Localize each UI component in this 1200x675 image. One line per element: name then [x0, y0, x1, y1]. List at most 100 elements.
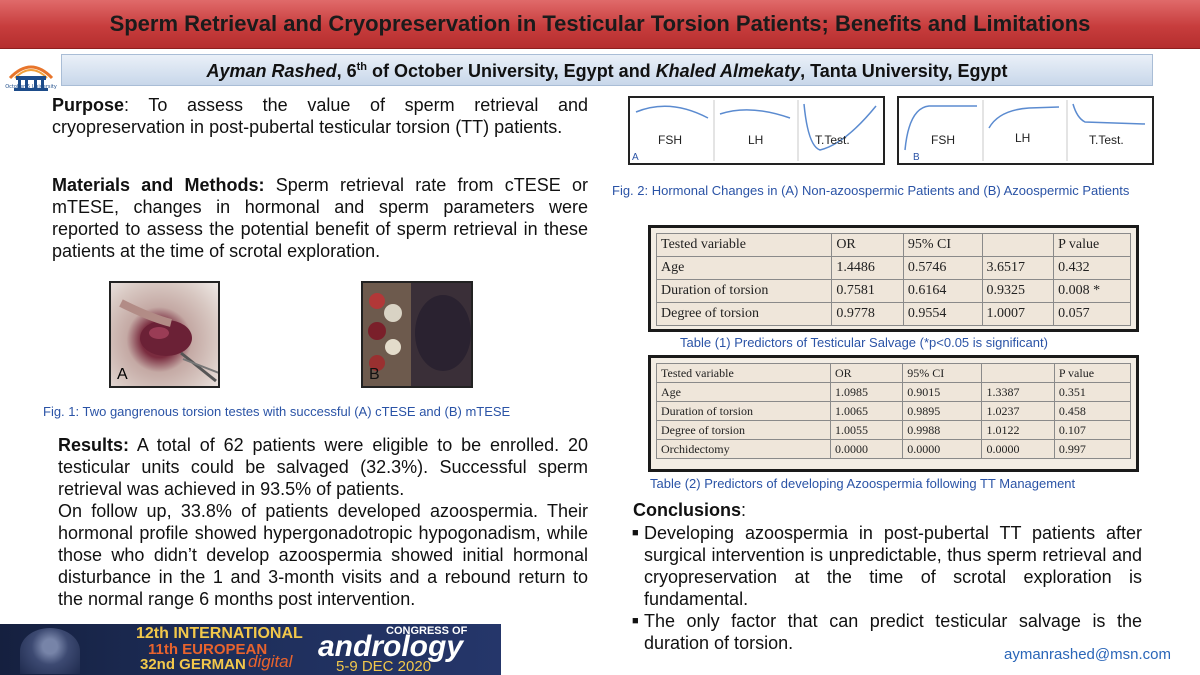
table-cell: Degree of torsion: [655, 302, 833, 326]
table2: Tested variable OR 95% CI P value Age 1.…: [656, 363, 1132, 459]
author-bar: Ayman Rashed, 6th of October University,…: [61, 54, 1153, 86]
table-cell: Degree of torsion: [656, 420, 831, 440]
table-cell: 0.7581: [831, 279, 904, 303]
results-followup: On follow up, 33.8% of patients develope…: [58, 501, 588, 609]
figure2-panel-b: FSH LH T.Test. B: [897, 96, 1154, 165]
table-cell: 1.0055: [829, 420, 904, 440]
table-header-cell: P value: [1053, 233, 1131, 257]
table-cell: 0.057: [1053, 302, 1131, 326]
table-row: Age 1.4486 0.5746 3.6517 0.432: [655, 256, 1131, 280]
table-cell: 0.9015: [902, 382, 983, 402]
table-cell: 1.0065: [829, 401, 904, 421]
affiliation-1-post: of October University, Egypt and: [366, 61, 656, 81]
table-cell: 0.9778: [831, 302, 904, 326]
table-cell: 3.6517: [981, 256, 1055, 280]
table-header-cell: 95% CI: [902, 233, 983, 257]
ttest-curve-a: [803, 103, 877, 151]
chart-a-lh-label: LH: [748, 133, 763, 147]
fsh-curve-b: [904, 105, 977, 151]
figure1-label-a: A: [117, 366, 128, 383]
figure2-caption: Fig. 2: Hormonal Changes in (A) Non-azoo…: [612, 183, 1130, 198]
author-1: Ayman Rashed: [206, 61, 337, 81]
table-header-row: Tested variable OR 95% CI P value: [656, 363, 1132, 383]
banner-congress-of: CONGRESS OF: [386, 625, 468, 637]
table-cell: Duration of torsion: [655, 279, 833, 303]
hormone-chart-a: FSH LH T.Test. A: [632, 100, 877, 163]
table-header-cell: Tested variable: [656, 363, 831, 383]
table-cell: 0.458: [1053, 401, 1132, 421]
methods-text: Sperm retrieval rate from cTESE or mTESE…: [52, 175, 589, 261]
table1-caption: Table (1) Predictors of Testicular Salva…: [680, 335, 1048, 350]
methods-heading: Materials and Methods:: [52, 175, 265, 195]
table-cell: 1.0122: [981, 420, 1055, 440]
fsh-curve-a: [635, 105, 709, 119]
banner-line-1: 12th INTERNATIONAL: [136, 625, 303, 642]
table-row: Age 1.0985 0.9015 1.3387 0.351: [656, 382, 1132, 402]
chart-b-lh-label: LH: [1015, 131, 1030, 145]
table-cell: 1.0007: [981, 302, 1055, 326]
table-cell: 0.0000: [981, 439, 1055, 459]
university-logo-icon: [8, 65, 54, 91]
table-cell: 1.4486: [831, 256, 904, 280]
banner-line-2: 11th EUROPEAN: [148, 641, 268, 658]
table1: Tested variable OR 95% CI P value Age 1.…: [655, 233, 1131, 326]
table-header-cell: OR: [831, 233, 904, 257]
purpose-section: Purpose: To assess the value of sperm re…: [52, 94, 588, 138]
author-line: Ayman Rashed, 6th of October University,…: [62, 61, 1152, 82]
table-header-cell: [981, 233, 1055, 257]
table-cell: 0.351: [1053, 382, 1132, 402]
lh-curve-a: [719, 109, 791, 119]
figure1-caption: Fig. 1: Two gangrenous torsion testes wi…: [43, 404, 511, 419]
lh-curve-b: [988, 106, 1060, 129]
affiliation-2: , Tanta University, Egypt: [800, 61, 1008, 81]
table-cell: Age: [656, 382, 831, 402]
conclusions-heading: Conclusions:: [633, 500, 746, 521]
affiliation-1-pre: , 6: [336, 61, 357, 81]
bullet-square-icon: ■: [632, 615, 639, 627]
bullet-square-icon: ■: [632, 527, 639, 539]
table-cell: 0.008 *: [1053, 279, 1131, 303]
table-cell: 1.3387: [981, 382, 1055, 402]
affiliation-1-sup: th: [356, 61, 367, 73]
conclusions-heading-text: Conclusions: [633, 500, 742, 520]
table-cell: 0.5746: [902, 256, 983, 280]
figure1-photo-a: A: [109, 281, 220, 388]
contact-email[interactable]: aymanrashed@msn.com: [1004, 646, 1171, 663]
figure1-photo-b: B: [361, 281, 473, 388]
table-header-cell: 95% CI: [902, 363, 983, 383]
banner-dates: 5-9 DEC 2020: [336, 658, 432, 675]
table-cell: 1.0237: [981, 401, 1055, 421]
table-cell: 0.9895: [902, 401, 983, 421]
chart-a-ttest-label: T.Test.: [815, 133, 850, 147]
table-header-row: Tested variable OR 95% CI P value: [655, 233, 1131, 257]
methods-section: Materials and Methods: Sperm retrieval r…: [52, 174, 588, 262]
table-cell: 0.0000: [829, 439, 904, 459]
author-2: Khaled Almekaty: [655, 61, 801, 81]
purpose-text: : To assess the value of sperm retrieval…: [52, 95, 588, 137]
surgical-photo-a-icon: [119, 299, 218, 383]
table-cell: Age: [655, 256, 833, 280]
conclusion-item-1: Developing azoospermia in post-pubertal …: [644, 523, 1142, 609]
vitruvian-figure-icon: [20, 628, 80, 674]
table-row: Degree of torsion 0.9778 0.9554 1.0007 0…: [655, 302, 1131, 326]
banner-line-3: 32nd GERMAN: [140, 656, 246, 673]
table-cell: 0.107: [1053, 420, 1132, 440]
chart-a-fsh-label: FSH: [658, 133, 682, 147]
table-cell: 0.9325: [981, 279, 1055, 303]
table-cell: Duration of torsion: [656, 401, 831, 421]
title-bar: Sperm Retrieval and Cryopreservation in …: [0, 0, 1200, 49]
surgical-photo-b-icon: [363, 283, 471, 386]
ttest-curve-b: [1072, 103, 1146, 125]
results-text-1: A total of 62 patients were eligible to …: [58, 435, 588, 499]
congress-banner: 12th INTERNATIONAL 11th EUROPEAN 32nd GE…: [0, 624, 501, 675]
chart-b-ttest-label: T.Test.: [1089, 133, 1124, 147]
table-header-cell: OR: [829, 363, 904, 383]
table2-frame: Tested variable OR 95% CI P value Age 1.…: [648, 355, 1139, 472]
table-cell: Orchidectomy: [656, 439, 831, 459]
table-cell: 0.0000: [902, 439, 983, 459]
figure2-panel-a: FSH LH T.Test. A: [628, 96, 885, 165]
table-row: Duration of torsion 1.0065 0.9895 1.0237…: [656, 401, 1132, 421]
table1-frame: Tested variable OR 95% CI P value Age 1.…: [648, 225, 1139, 332]
table-row: Orchidectomy 0.0000 0.0000 0.0000 0.997: [656, 439, 1132, 459]
panel-a-label: A: [632, 152, 639, 163]
